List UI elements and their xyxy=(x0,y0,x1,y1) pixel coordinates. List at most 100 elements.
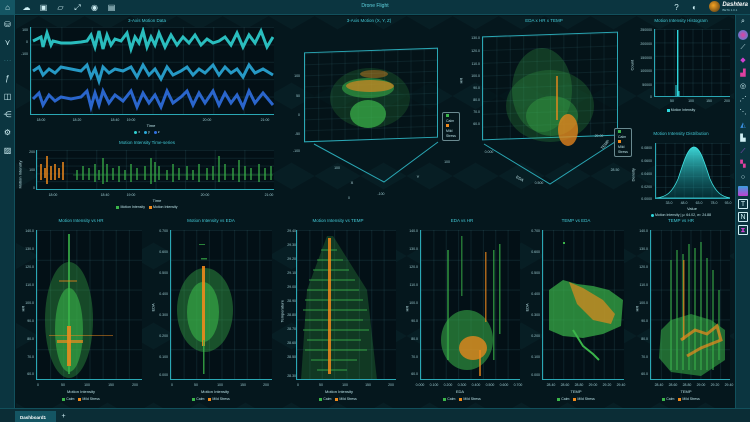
chart-legend[interactable]: Calm Mild Stress xyxy=(614,128,632,157)
legend-item-motion[interactable]: Motion Intensity xyxy=(666,108,695,112)
legend-item-calm[interactable]: Calm xyxy=(618,130,628,140)
legend-item-y[interactable]: y xyxy=(144,130,150,134)
multi-line-icon[interactable]: ⟋ xyxy=(740,148,746,155)
legend-item-calm[interactable]: Calm xyxy=(319,397,331,401)
chart-eda-vs-hr[interactable]: EDA vs HR 140.0 130.0 120.0 110.0 100.0 … xyxy=(400,216,524,408)
y-tick: 80.0 xyxy=(641,337,648,341)
database-icon[interactable]: ⛁ xyxy=(4,19,11,29)
chart-legend[interactable]: Motion Intensity Motion Intensity xyxy=(16,205,278,209)
bar-chart-icon[interactable]: ▟ xyxy=(740,70,746,77)
chart-legend[interactable]: Calm Mild Stress xyxy=(146,397,276,401)
plot-area[interactable] xyxy=(650,230,730,380)
add-tab-button[interactable]: + xyxy=(61,413,66,420)
line-chart-icon[interactable]: ⟋ xyxy=(740,44,746,51)
filter-widget-icon[interactable]: ⧗ xyxy=(738,225,748,235)
chart-3-axis-motion-3d[interactable]: 3-Axis Motion (X, Y, Z) 100 50 0 -50 -10… xyxy=(278,16,460,216)
search-icon[interactable]: ⌕ xyxy=(741,18,745,25)
folder-open-icon[interactable]: ▱ xyxy=(57,2,64,12)
chart-mi-vs-hr[interactable]: Motion Intensity vs HR 140.0 130.0 120.0… xyxy=(16,216,146,408)
theme-toggle-icon[interactable]: ◐ xyxy=(692,3,697,12)
y-tick: 0.600 xyxy=(531,250,540,254)
legend-item-stress[interactable]: Mild Stress xyxy=(335,397,357,401)
legend-item-x[interactable]: x xyxy=(134,130,140,134)
legend-item-stress[interactable]: Mild Stress xyxy=(573,397,595,401)
chart-legend[interactable]: Motion Intensity | μ: 64.02, σ²: 24.88 xyxy=(628,213,734,217)
chart-temp-vs-eda[interactable]: TEMP vs EDA 0.700 0.600 0.500 0.400 0.30… xyxy=(524,216,628,408)
chart-motion-histogram[interactable]: Motion Intensity Histogram 250000 200000… xyxy=(628,16,734,128)
legend-item-stress[interactable]: Motion Intensity xyxy=(149,205,178,209)
x-tick: 50 xyxy=(61,383,65,387)
histogram-icon[interactable]: ▙ xyxy=(740,135,746,142)
plot-area[interactable] xyxy=(30,27,274,115)
plot-area[interactable] xyxy=(420,230,520,380)
scatter-chart-icon[interactable]: ⋰ xyxy=(739,96,747,103)
scatter-line-icon[interactable]: ⋱ xyxy=(739,109,747,116)
legend-item-stress[interactable]: Mild Stress xyxy=(678,397,700,401)
x-tick: 0 xyxy=(297,383,299,387)
legend-item-calm[interactable]: Motion Intensity xyxy=(116,205,145,209)
image-icon[interactable]: ▨ xyxy=(3,145,12,155)
pie-chart-icon[interactable] xyxy=(738,30,748,40)
chart-mi-vs-temp[interactable]: Motion Intensity vs TEMP 29.40 29.30 29.… xyxy=(276,216,400,408)
plot-area[interactable] xyxy=(36,150,274,190)
home-icon[interactable]: ⌂ xyxy=(0,0,15,15)
radar-chart-icon[interactable]: ◎ xyxy=(739,83,747,90)
legend-item-stress[interactable]: Mild Stress xyxy=(446,124,456,139)
function-icon[interactable]: ƒ xyxy=(5,73,10,83)
legend-item-stress[interactable]: Mild Stress xyxy=(78,397,100,401)
chart-legend[interactable]: x y z xyxy=(16,130,278,134)
legend-item-calm[interactable]: Calm xyxy=(446,114,456,124)
fullscreen-icon[interactable]: ⤢ xyxy=(74,2,81,12)
chart-legend[interactable]: Calm Mild Stress xyxy=(16,397,146,401)
chart-motion-time-series[interactable]: Motion Intensity Time-series 200 100 0 M… xyxy=(16,138,278,216)
y-tick: 0.0000 xyxy=(641,197,652,201)
x-tick: 78.0 xyxy=(710,201,718,205)
legend-item-stress[interactable]: Mild Stress xyxy=(459,397,481,401)
help-icon[interactable]: ? xyxy=(674,3,679,12)
chart-3-axis-motion[interactable]: 3-Axis Motion Data 100 0 -100 18:00 18:2… xyxy=(16,16,278,138)
plot-area[interactable] xyxy=(655,143,730,199)
plot-area[interactable] xyxy=(170,230,272,380)
chart-legend[interactable]: Calm Mild Stress xyxy=(276,397,400,401)
tab-dashboard1[interactable]: Dashboard1 xyxy=(15,411,56,422)
chart-legend[interactable]: Calm Mild Stress xyxy=(524,397,628,401)
filter-icon[interactable]: ⋎ xyxy=(4,37,11,47)
save-icon[interactable]: ▣ xyxy=(39,2,48,12)
plot-area[interactable] xyxy=(654,29,730,97)
legend-item-stress[interactable]: Mild Stress xyxy=(208,397,230,401)
chart-legend[interactable]: Motion Intensity xyxy=(628,108,734,112)
layout-icon[interactable]: ◫ xyxy=(3,91,12,101)
legend-item-calm[interactable]: Calm xyxy=(192,397,204,401)
legend-item-calm[interactable]: Calm xyxy=(443,397,455,401)
chart-legend[interactable]: Calm Mild Stress xyxy=(400,397,524,401)
legend-item-calm[interactable]: Calm xyxy=(62,397,74,401)
legend-item-z[interactable]: z xyxy=(153,130,160,134)
legend-item-stress[interactable]: Mild Stress xyxy=(618,140,628,155)
image-widget-icon[interactable] xyxy=(738,186,748,196)
cloud-upload-icon[interactable]: ☁ xyxy=(22,2,31,12)
text-widget-icon[interactable]: T xyxy=(738,199,748,209)
area-chart-icon[interactable]: ◭ xyxy=(740,122,746,129)
legend-item-calm[interactable]: Calm xyxy=(662,397,674,401)
chart-temp-vs-hr[interactable]: TEMP vs HR 140.0 130.0 120.0 110.0 100.0… xyxy=(628,216,734,408)
map-chart-icon[interactable]: ◆ xyxy=(740,57,746,64)
share-icon[interactable]: ⋲ xyxy=(3,109,12,119)
chart-eda-hr-temp-3d[interactable]: EDA x HR x TEMP 130.0 120.0 110.0 100.0 … xyxy=(459,16,632,216)
chart-mi-vs-eda[interactable]: Motion Intensity vs EDA 0.700 0.600 0.50… xyxy=(146,216,276,408)
export-file-icon[interactable]: ▤ xyxy=(107,2,116,12)
stacked-bar-icon[interactable]: ▚ xyxy=(740,161,746,168)
notes-widget-icon[interactable]: N xyxy=(738,212,748,222)
plot-area[interactable] xyxy=(296,230,396,380)
y-tick: 200000 xyxy=(640,42,652,46)
chart-motion-distribution[interactable]: Motion Intensity Distribution 0.0800 0.0… xyxy=(628,128,734,220)
chart-legend[interactable]: Calm Mild Stress xyxy=(628,397,734,401)
donut-icon[interactable]: ○ xyxy=(740,174,746,181)
plot-area[interactable] xyxy=(36,230,142,380)
chart-legend[interactable]: Calm Mild Stress xyxy=(442,112,460,141)
y-tick: 0 xyxy=(650,95,652,99)
camera-icon[interactable]: ◉ xyxy=(91,2,98,12)
legend-item-calm[interactable]: Calm xyxy=(557,397,569,401)
gear-icon[interactable]: ⚙ xyxy=(3,127,12,137)
legend-item-motion[interactable]: Motion Intensity | μ: 64.02, σ²: 24.88 xyxy=(650,213,711,217)
plot-area[interactable] xyxy=(542,230,624,380)
